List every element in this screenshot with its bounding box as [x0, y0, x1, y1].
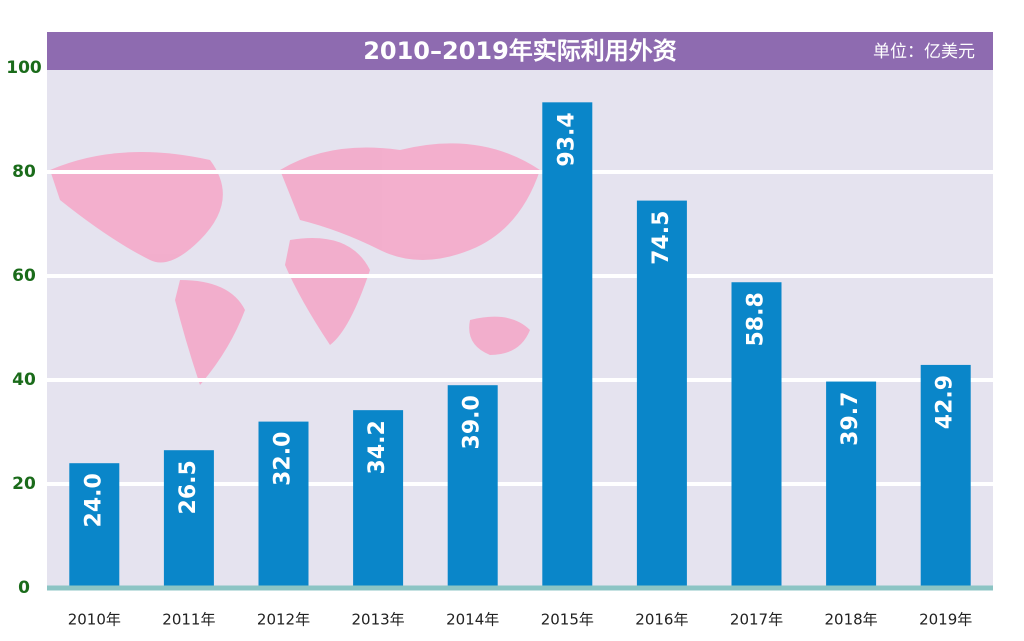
x-tick-label: 2019年 [919, 611, 972, 629]
value-label: 93.4 [554, 112, 579, 166]
value-label: 39.7 [838, 392, 863, 446]
x-tick-label: 2011年 [162, 611, 215, 629]
bar [258, 421, 309, 588]
y-tick-label: 100 [6, 58, 42, 78]
bar [731, 282, 782, 588]
x-tick-label: 2010年 [68, 611, 121, 629]
y-tick-label: 20 [12, 474, 36, 494]
bar [69, 463, 120, 588]
bar [542, 102, 593, 588]
x-tick-label: 2016年 [635, 611, 688, 629]
x-tick-label: 2014年 [446, 611, 499, 629]
bar [826, 381, 877, 588]
unit-label: 单位：亿美元 [873, 42, 975, 62]
value-label: 26.5 [176, 460, 201, 514]
x-tick-label: 2017年 [730, 611, 783, 629]
bar [920, 364, 971, 588]
y-tick-label: 40 [12, 370, 36, 390]
value-label: 58.8 [744, 292, 769, 346]
value-label: 42.9 [933, 375, 958, 429]
bar [447, 385, 498, 588]
x-tick-label: 2015年 [541, 611, 594, 629]
title-bar [47, 32, 993, 70]
bar [353, 410, 404, 588]
value-label: 24.0 [81, 473, 106, 527]
y-tick-label: 0 [18, 578, 30, 598]
value-label: 32.0 [271, 432, 296, 486]
x-tick-label: 2013年 [352, 611, 405, 629]
y-tick-label: 60 [12, 266, 36, 286]
bar [636, 200, 687, 588]
bar [163, 450, 214, 588]
chart-title: 2010–2019年实际利用外资 [363, 37, 677, 65]
value-label: 74.5 [649, 211, 674, 265]
value-label: 39.0 [460, 395, 485, 449]
value-label: 34.2 [365, 420, 390, 474]
y-tick-label: 80 [12, 162, 36, 182]
x-tick-label: 2012年 [257, 611, 310, 629]
x-tick-label: 2018年 [825, 611, 878, 629]
